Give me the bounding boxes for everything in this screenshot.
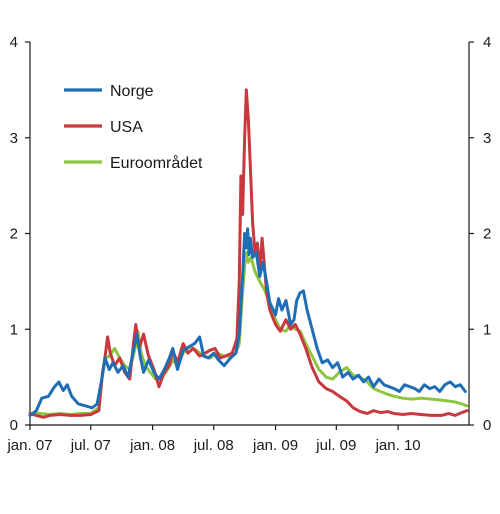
y-tick-label-left: 2 <box>10 226 18 243</box>
legend-label: Euroområdet <box>110 154 203 172</box>
x-tick-label: jul. 09 <box>315 437 356 454</box>
y-tick-label-right: 3 <box>483 130 491 147</box>
legend: Norge USA Euroområdet <box>64 83 203 172</box>
x-tick-label: jul. 07 <box>70 437 111 454</box>
series-lines <box>28 88 469 419</box>
x-tick-label: jan. 09 <box>252 437 298 454</box>
ticks: 0 0 1 1 2 2 3 3 4 4 jan. 07 jul. 07 jan. 08 jul. 08 ja… <box>6 34 491 454</box>
x-tick-label: jul. 08 <box>193 437 234 454</box>
series-line-0 <box>28 227 467 417</box>
x-tick-label: jan. 08 <box>129 437 175 454</box>
y-tick-label-right: 1 <box>483 321 491 338</box>
y-tick-label-left: 0 <box>10 417 18 434</box>
y-tick-label-left: 1 <box>10 321 18 338</box>
x-tick-label: jan. 07 <box>6 437 52 454</box>
y-tick-label-left: 3 <box>10 130 18 147</box>
y-tick-label-left: 4 <box>10 34 18 51</box>
legend-label: USA <box>110 119 143 136</box>
legend-label: Norge <box>110 83 154 100</box>
series-line-1 <box>28 88 469 419</box>
axes <box>29 42 470 426</box>
y-tick-label-right: 2 <box>483 226 491 243</box>
y-tick-label-right: 0 <box>483 417 491 434</box>
x-tick-label: jan. 10 <box>375 437 421 454</box>
y-tick-label-right: 4 <box>483 34 491 51</box>
